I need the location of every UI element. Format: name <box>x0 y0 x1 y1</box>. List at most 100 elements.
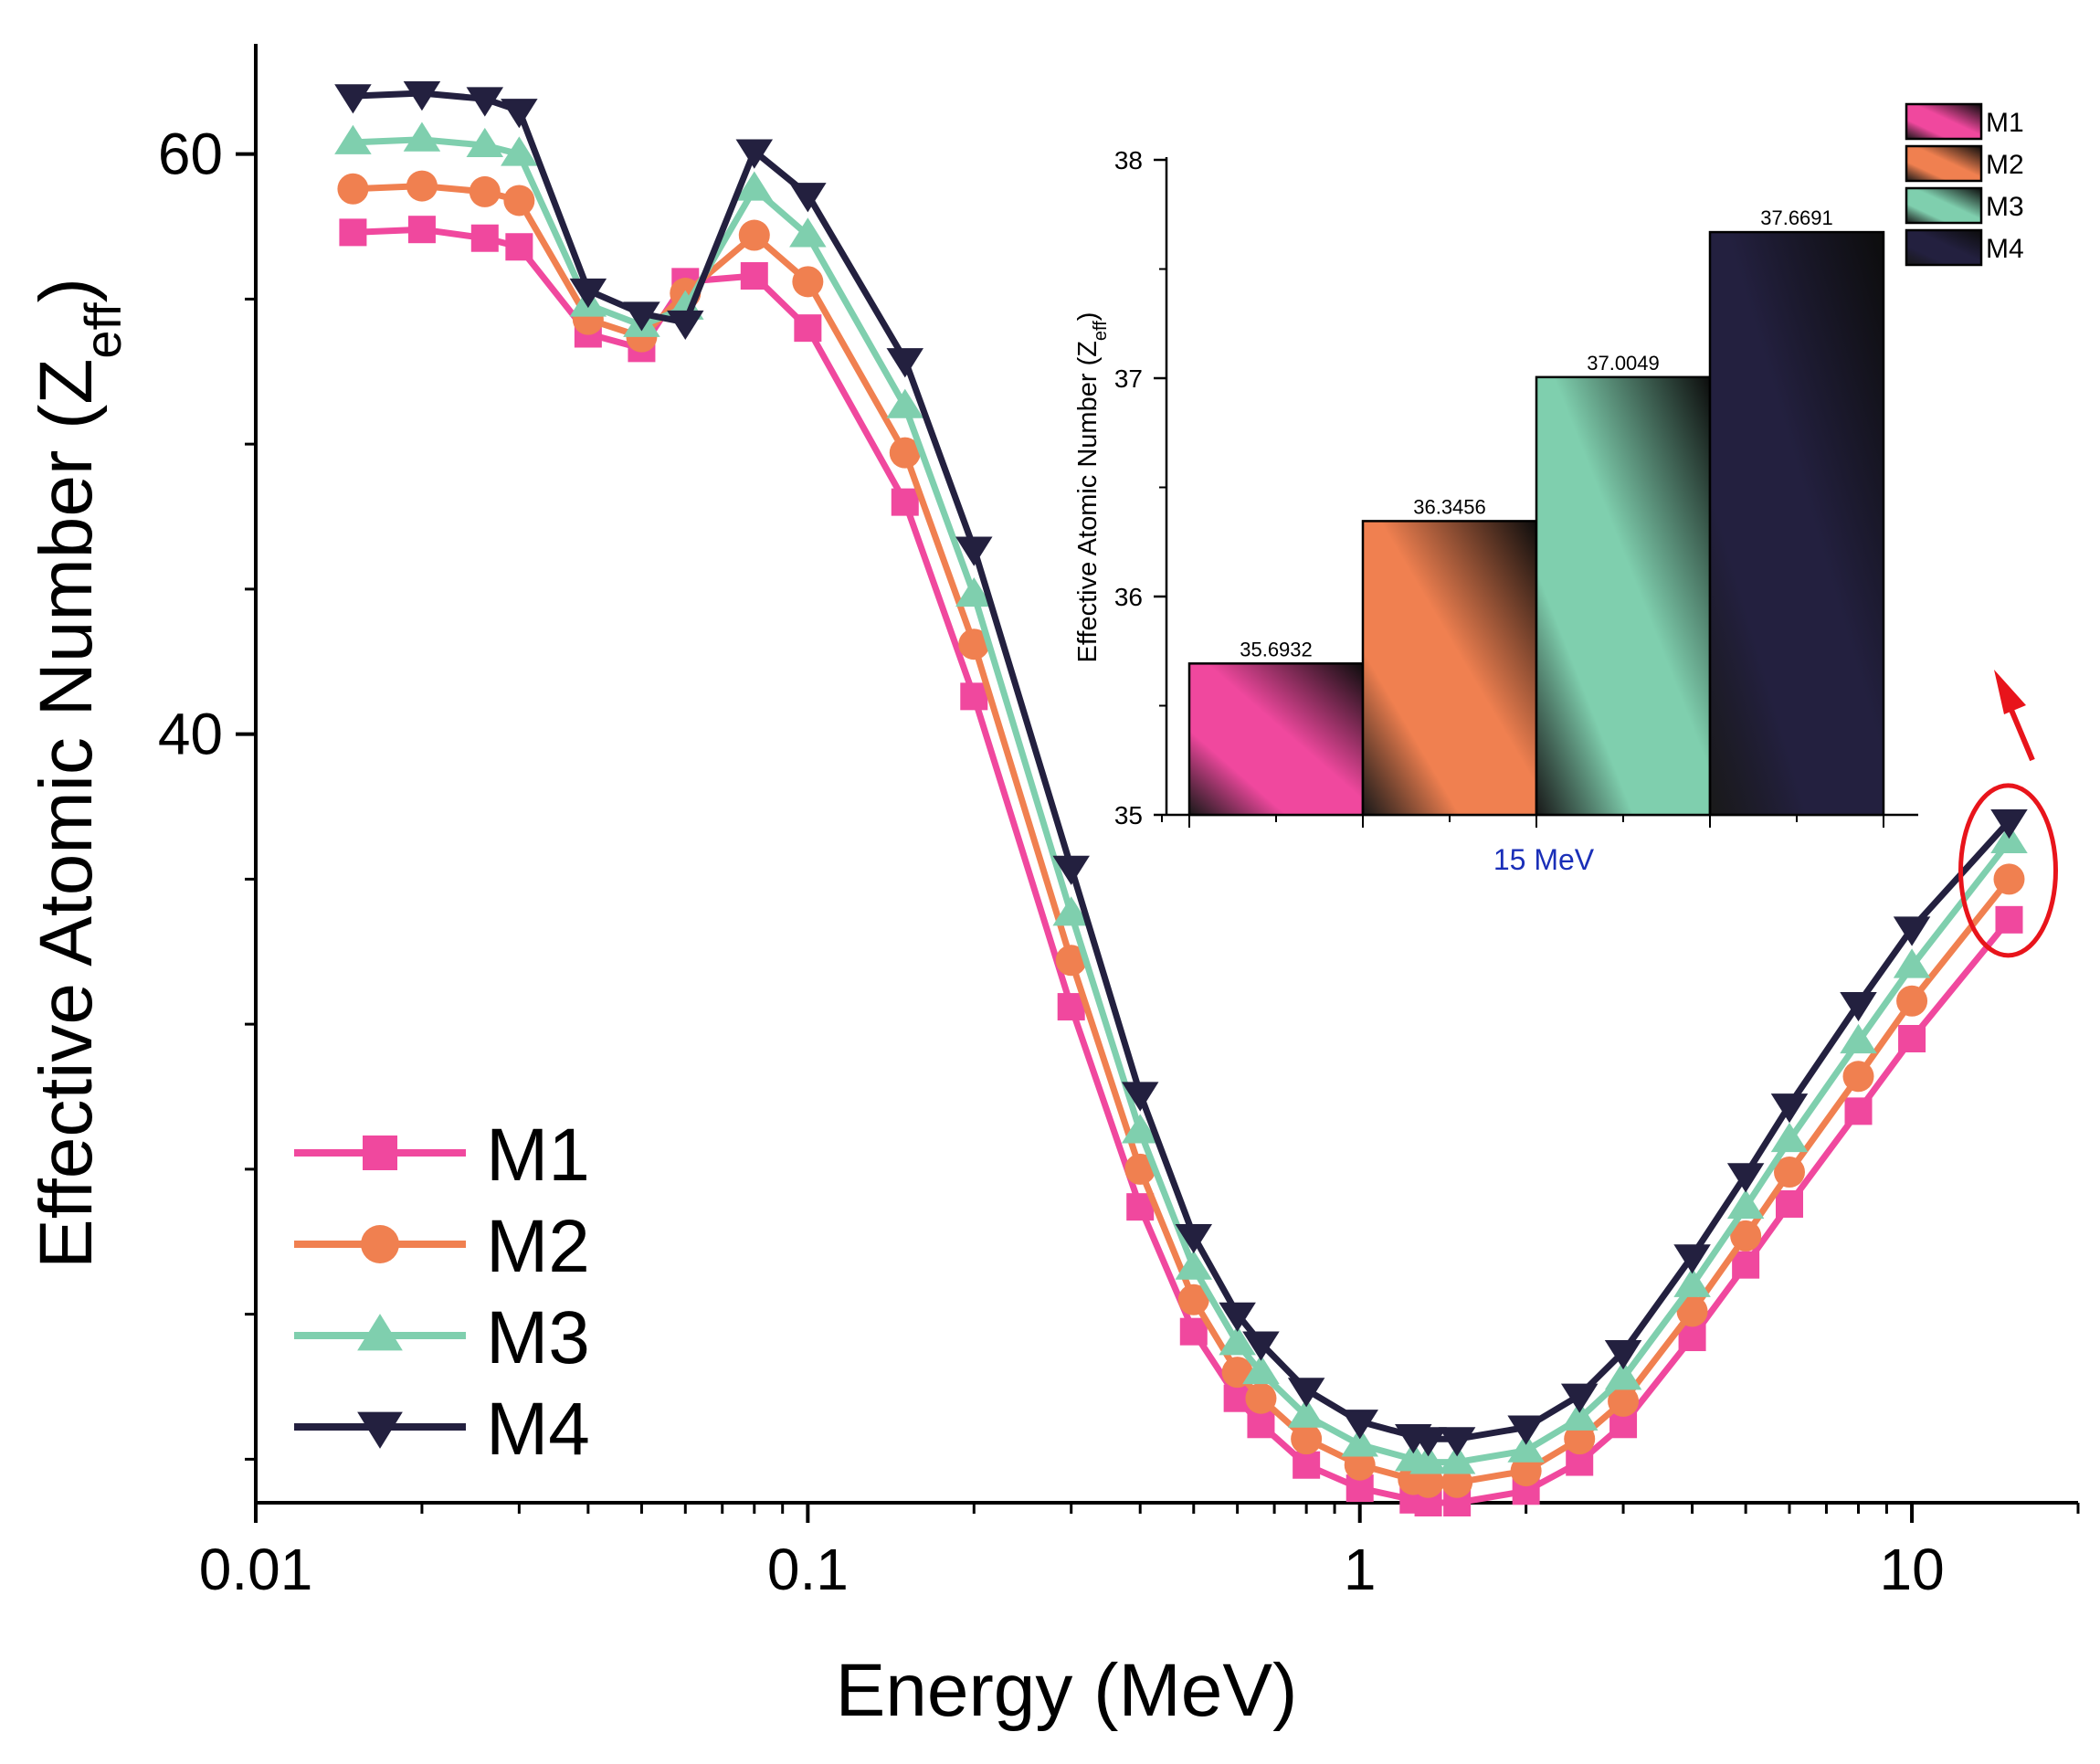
legend-label-m4: M4 <box>486 1388 590 1471</box>
inset-legend-label-m4: M4 <box>1986 234 2024 264</box>
data-point-m2 <box>1564 1423 1596 1455</box>
series-m4 <box>334 81 2028 1457</box>
data-point-m1 <box>505 233 533 261</box>
data-point-m4 <box>1052 855 1090 885</box>
inset-legend: M1 M2 M3 M4 <box>1905 102 2024 267</box>
data-point-m1 <box>960 682 988 711</box>
data-point-m4 <box>886 348 924 378</box>
data-point-m2 <box>1993 863 2025 895</box>
data-point-m4 <box>569 278 607 309</box>
data-point-m2 <box>1055 945 1087 977</box>
data-point-m2 <box>1291 1423 1323 1455</box>
data-point-m2 <box>738 219 770 251</box>
data-point-m4 <box>1341 1410 1378 1440</box>
data-point-m4 <box>466 87 504 117</box>
data-point-m3 <box>1438 1444 1476 1474</box>
data-point-m3 <box>1560 1400 1599 1431</box>
data-point-m4 <box>1770 1093 1809 1124</box>
data-point-m2 <box>503 185 535 217</box>
data-point-m3 <box>403 121 441 152</box>
data-point-m3 <box>1341 1427 1378 1457</box>
data-point-m3 <box>735 171 774 201</box>
data-point-m2 <box>406 170 438 202</box>
data-point-m2 <box>469 175 501 207</box>
data-point-m4 <box>1604 1339 1642 1370</box>
x-tick-label-0-01: 0.01 <box>199 1537 313 1602</box>
data-point-m2 <box>1730 1220 1762 1252</box>
bar-value-label-m3: 37.0049 <box>1587 352 1660 375</box>
data-point-m1 <box>740 261 768 290</box>
data-point-m1 <box>1844 1097 1873 1125</box>
data-point-m2 <box>1344 1449 1376 1481</box>
data-point-m4 <box>501 99 538 129</box>
data-point-m4 <box>1893 916 1931 946</box>
data-point-m2 <box>889 437 921 469</box>
data-point-m4 <box>1438 1427 1476 1457</box>
inset-y-tick-label-36: 36 <box>1114 583 1143 611</box>
bar-m2 <box>1361 520 1538 817</box>
data-point-m1 <box>891 488 919 516</box>
data-point-m4 <box>1990 808 2028 840</box>
annotation-arrow-head <box>1994 670 2026 714</box>
data-point-m2 <box>1608 1385 1640 1417</box>
data-point-m3 <box>1770 1122 1809 1153</box>
inset-y-axis-label: Effective Atomic Number (Zeff) <box>1073 312 1111 663</box>
legend-label-m1: M1 <box>486 1114 590 1197</box>
data-point-m4 <box>735 139 774 169</box>
data-point-m2 <box>1896 985 1928 1017</box>
annotation-arrow-line <box>2006 702 2035 762</box>
inset-y-tick-label-35: 35 <box>1114 801 1143 829</box>
inset-legend-swatch-m4 <box>1905 228 1983 267</box>
data-point-m3 <box>501 136 538 166</box>
data-point-m2 <box>1676 1295 1708 1327</box>
legend-marker-m4 <box>357 1411 403 1449</box>
x-tick-label-0-1: 0.1 <box>767 1537 849 1602</box>
data-point-m1 <box>470 224 499 252</box>
data-point-m4 <box>1219 1302 1256 1332</box>
data-point-m3 <box>466 127 504 158</box>
inset-legend-label-m3: M3 <box>1986 192 2024 222</box>
data-point-m3 <box>1287 1398 1325 1428</box>
data-point-m3 <box>789 217 827 248</box>
x-tick-label-10: 10 <box>1879 1537 1944 1602</box>
data-point-m2 <box>1124 1153 1156 1185</box>
legend-label-m2: M2 <box>486 1205 590 1288</box>
data-point-m1 <box>1732 1251 1760 1279</box>
bar-value-label-m4: 37.6691 <box>1760 206 1833 229</box>
bar-m4 <box>1708 230 1885 817</box>
data-point-m2 <box>1177 1283 1209 1315</box>
data-point-m4 <box>1409 1427 1447 1457</box>
data-point-m3 <box>1604 1360 1642 1390</box>
x-axis-label: Energy (MeV) <box>836 1649 1298 1732</box>
data-point-m3 <box>334 124 372 154</box>
inset-legend-label-m1: M1 <box>1986 108 2024 138</box>
data-point-m3 <box>1893 948 1931 978</box>
data-point-m1 <box>407 216 436 244</box>
data-point-m3 <box>1219 1326 1256 1356</box>
bar-value-label-m1: 35.6932 <box>1240 638 1313 660</box>
data-point-m3 <box>1409 1444 1447 1474</box>
data-point-m4 <box>955 536 993 566</box>
highlight-ellipse <box>1958 783 2058 958</box>
data-point-m4 <box>1175 1223 1213 1254</box>
inset-bar-chart: 35 36 37 38 35.6932 36.3456 37.0049 37.6691 15 M… <box>1073 102 2024 876</box>
data-point-m4 <box>1242 1331 1280 1361</box>
data-point-m2 <box>337 173 369 205</box>
data-point-m2 <box>792 266 824 298</box>
legend-label-m3: M3 <box>486 1296 590 1379</box>
data-point-m1 <box>1293 1451 1321 1479</box>
data-point-m4 <box>403 81 441 111</box>
main-line-chart: 0.01 0.1 1 10 40 60 Energy (MeV) Effective Atom… <box>25 44 2080 1732</box>
data-point-m1 <box>1179 1317 1208 1346</box>
inset-legend-swatch-m1 <box>1905 102 1983 141</box>
bar-value-label-m2: 36.3456 <box>1413 495 1486 518</box>
data-point-m3 <box>1673 1267 1711 1297</box>
data-point-m1 <box>339 218 367 247</box>
legend-marker-m1 <box>363 1136 397 1170</box>
data-point-m1 <box>1775 1189 1803 1218</box>
bar-m3 <box>1535 375 1712 817</box>
data-point-m3 <box>1507 1432 1545 1463</box>
data-point-m3 <box>955 576 993 607</box>
data-point-m4 <box>1840 991 1877 1022</box>
